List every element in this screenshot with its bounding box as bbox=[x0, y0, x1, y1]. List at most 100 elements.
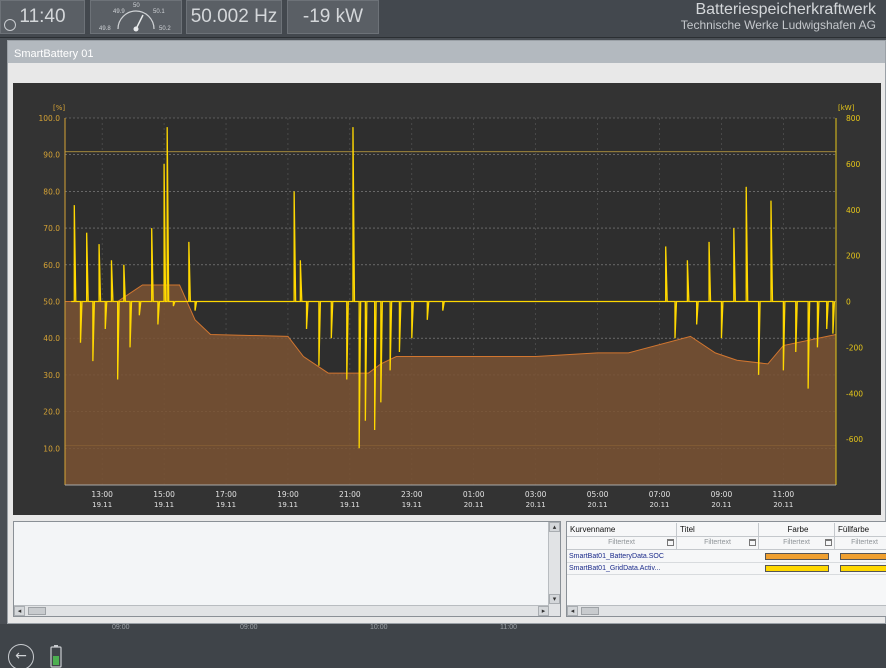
fill-color-swatch[interactable] bbox=[840, 553, 886, 560]
x-tick-time: 15:00 bbox=[153, 490, 175, 499]
y-right-tick: 800 bbox=[846, 114, 861, 123]
x-tick-time: 03:00 bbox=[525, 490, 547, 499]
x-tick-date: 19.11 bbox=[216, 501, 236, 509]
y-right-tick: -200 bbox=[846, 343, 863, 352]
filter-farbe[interactable]: Filtertext bbox=[759, 537, 835, 550]
y-left-tick: 90.0 bbox=[43, 151, 60, 160]
filter-titel[interactable]: Filtertext bbox=[677, 537, 759, 550]
x-tick-time: 09:00 bbox=[711, 490, 733, 499]
y-left-tick: 100.0 bbox=[39, 114, 61, 123]
clock-tile[interactable]: 11:40 bbox=[0, 0, 85, 34]
filter-icon[interactable] bbox=[825, 539, 832, 546]
power-tile[interactable]: -19 kW bbox=[287, 0, 379, 34]
battery-button[interactable] bbox=[46, 644, 72, 668]
y-left-tick: 60.0 bbox=[43, 261, 60, 270]
x-tick-time: 11:00 bbox=[773, 490, 795, 499]
x-tick-time: 01:00 bbox=[463, 490, 485, 499]
y-right-tick: 200 bbox=[846, 252, 861, 261]
scrollbar-thumb[interactable] bbox=[28, 607, 46, 615]
x-tick-date: 20.11 bbox=[464, 501, 484, 509]
frequency-readout: 50.002 Hz bbox=[190, 6, 278, 27]
y-right-unit: [kW] bbox=[838, 104, 855, 112]
trend-chart[interactable]: [%] [kW] 100.0 90.0 80.0 70.0 60.0 50.0 40.0 30.0… bbox=[13, 83, 881, 515]
scroll-right-button[interactable]: ▸ bbox=[538, 606, 549, 616]
table-row[interactable]: SmartBat01_GridData.Activ... bbox=[567, 563, 886, 575]
column-header-kurvenname[interactable]: Kurvenname bbox=[567, 523, 677, 537]
scroll-up-button[interactable]: ▴ bbox=[549, 522, 560, 532]
scroll-down-button[interactable]: ▾ bbox=[549, 594, 560, 604]
curves-table[interactable]: Kurvenname Titel Farbe Füllfarbe Filtert… bbox=[566, 521, 886, 617]
message-list[interactable]: ▴ ▾ ◂ ▸ bbox=[13, 521, 561, 617]
smartbattery-window: SmartBattery 01 [%] [kW] 100.0 90.0 80.0 70.0… bbox=[7, 40, 886, 624]
table-row[interactable]: SmartBat01_BatteryData.SOC bbox=[567, 551, 886, 563]
y-left-tick: 50.0 bbox=[43, 298, 60, 307]
filter-icon[interactable] bbox=[667, 539, 674, 546]
y-right-tick: 400 bbox=[846, 206, 861, 215]
filter-placeholder: Filtertext bbox=[783, 539, 810, 546]
curve-name: SmartBat01_BatteryData.SOC bbox=[569, 553, 664, 560]
window-title: SmartBattery 01 bbox=[8, 41, 885, 63]
line-color-swatch[interactable] bbox=[765, 553, 829, 560]
gauge-icon bbox=[117, 10, 155, 32]
scroll-left-button[interactable]: ◂ bbox=[14, 606, 25, 616]
filter-icon[interactable] bbox=[749, 539, 756, 546]
x-tick-date: 20.11 bbox=[711, 501, 731, 509]
x-tick-date: 20.11 bbox=[526, 501, 546, 509]
curve-name: SmartBat01_GridData.Activ... bbox=[569, 565, 661, 572]
trend-chart-svg: [%] [kW] 100.0 90.0 80.0 70.0 60.0 50.0 40.0 30.0… bbox=[39, 104, 864, 509]
filter-placeholder: Filtertext bbox=[851, 539, 878, 546]
x-tick-date: 20.11 bbox=[649, 501, 669, 509]
frequency-gauge-tile[interactable]: 49.9 50 50.1 49.8 50.2 bbox=[90, 0, 182, 34]
fill-color-swatch[interactable] bbox=[840, 565, 886, 572]
y-right-tick: 600 bbox=[846, 160, 861, 169]
x-tick-date: 19.11 bbox=[154, 501, 174, 509]
y-left-tick: 30.0 bbox=[43, 371, 60, 380]
plant-title: Batteriespeicherkraftwerk bbox=[695, 1, 876, 18]
gauge-label: 50 bbox=[133, 3, 140, 9]
y-left-unit: [%] bbox=[53, 104, 65, 112]
filter-kurvenname[interactable]: Filtertext bbox=[567, 537, 677, 550]
scroll-left-button[interactable]: ◂ bbox=[567, 606, 578, 616]
soc-line bbox=[65, 284, 837, 374]
x-tick-time: 13:00 bbox=[91, 490, 113, 499]
column-header-titel[interactable]: Titel bbox=[677, 523, 759, 537]
x-tick-date: 19.11 bbox=[278, 501, 298, 509]
column-header-fuellfarbe[interactable]: Füllfarbe bbox=[835, 523, 886, 537]
gauge-label: 49.9 bbox=[113, 9, 125, 15]
frequency-tile[interactable]: 50.002 Hz bbox=[186, 0, 282, 34]
filter-fuellfarbe[interactable]: Filtertext bbox=[835, 537, 886, 550]
y-left-tick: 40.0 bbox=[43, 334, 60, 343]
power-readout: -19 kW bbox=[302, 6, 364, 27]
curve-title bbox=[677, 563, 759, 575]
battery-icon bbox=[50, 645, 62, 668]
plant-subtitle: Technische Werke Ludwigshafen AG bbox=[680, 18, 876, 32]
gauge-label: 50.1 bbox=[153, 9, 165, 15]
timeline-label: 10:00 bbox=[370, 624, 388, 631]
filter-placeholder: Filtertext bbox=[608, 539, 635, 546]
y-left-tick: 80.0 bbox=[43, 187, 60, 196]
curve-title bbox=[677, 551, 759, 563]
x-tick-time: 23:00 bbox=[401, 490, 423, 499]
x-tick-time: 21:00 bbox=[339, 490, 361, 499]
x-tick-time: 05:00 bbox=[587, 490, 609, 499]
soc-area bbox=[65, 284, 836, 485]
horizontal-scrollbar[interactable]: ◂ ▸ bbox=[14, 605, 549, 616]
power-line bbox=[71, 127, 836, 449]
column-header-farbe[interactable]: Farbe bbox=[759, 523, 835, 537]
x-tick-date: 20.11 bbox=[588, 501, 608, 509]
filter-placeholder: Filtertext bbox=[704, 539, 731, 546]
scrollbar-thumb[interactable] bbox=[581, 607, 599, 615]
x-tick-date: 19.11 bbox=[402, 501, 422, 509]
y-right-tick: -600 bbox=[846, 435, 863, 444]
back-button[interactable]: ← bbox=[8, 644, 34, 668]
y-left-tick: 70.0 bbox=[43, 224, 60, 233]
vertical-scrollbar[interactable]: ▴ ▾ bbox=[548, 522, 560, 616]
y-left-tick: 20.0 bbox=[43, 408, 60, 417]
horizontal-scrollbar[interactable]: ◂ bbox=[567, 605, 886, 616]
y-right-tick: 0 bbox=[846, 298, 851, 307]
x-tick-date: 19.11 bbox=[340, 501, 360, 509]
x-tick-time: 19:00 bbox=[277, 490, 299, 499]
x-tick-time: 07:00 bbox=[649, 490, 671, 499]
line-color-swatch[interactable] bbox=[765, 565, 829, 572]
x-tick-time: 17:00 bbox=[215, 490, 237, 499]
